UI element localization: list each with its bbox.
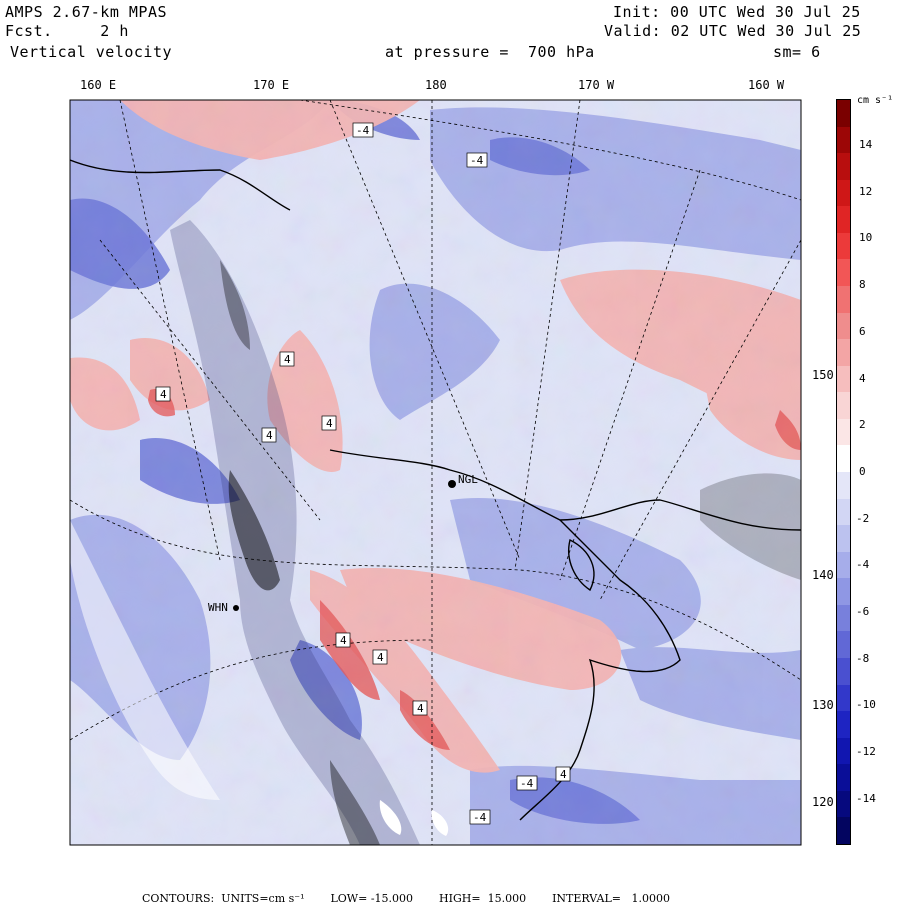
colorbar-segment [837,684,850,712]
footer-contours: CONTOURS: UNITS=cm s⁻¹ [142,892,305,905]
coastline [70,159,801,821]
contour-labels: -4 -4 -4 -4 4 4 [155,122,571,825]
colorbar-segment [837,100,850,128]
footer-low: LOW= -15.000 [330,892,414,905]
svg-text:4: 4 [340,634,347,647]
colorbar-segment [837,445,850,473]
colorbar-segment [837,392,850,420]
station-label-ngl: NGL [458,473,478,486]
lon-label-160e: 160 E [80,78,117,92]
footer-interval: INTERVAL= 1.0000 [552,892,670,905]
colorbar-tick-label: 2 [859,418,866,432]
station-ngl: NGL [448,473,478,488]
svg-text:-4: -4 [356,124,370,137]
colorbar-segment [837,525,850,553]
lon-label-180: 180 [425,78,447,92]
contour-label-pos: 4 [279,351,295,367]
contour-label-neg: -4 [352,122,374,138]
colorbar-unit: cm s⁻¹ [857,95,894,106]
colorbar-segment [837,498,850,526]
map-frame [69,99,802,846]
contour-label-pos: 4 [372,649,388,665]
colorbar-segment [837,286,850,314]
forecast-hour: Fcst. 2 h [5,22,129,40]
svg-text:-4: -4 [473,811,487,824]
footer-high: HIGH= 15.000 [439,892,527,905]
contour-label-pos: 4 [261,427,277,443]
contour-label-pos: 4 [321,415,337,431]
contour-label-pos: 4 [155,386,171,402]
colorbar-segment [837,711,850,739]
colorbar-segment [837,232,850,260]
lon-label-170e: 170 E [253,78,290,92]
colorbar-segment [837,153,850,181]
lon-label-160w: 160 W [748,78,785,92]
colorbar-segment [837,631,850,659]
colorbar-segment [837,551,850,579]
colorbar-segment [837,126,850,154]
init-time: Init: 00 UTC Wed 30 Jul 25 [613,3,861,21]
pressure-level: at pressure = 700 hPa [385,43,595,61]
contour-label-neg: -4 [516,775,538,791]
colorbar-segment [837,578,850,606]
svg-text:4: 4 [560,768,567,781]
contour-label-neg: -4 [466,152,488,168]
field-texture [70,100,801,845]
svg-text:4: 4 [417,702,424,715]
field-name: Vertical velocity [10,43,173,61]
contour-label-pos: 4 [412,700,428,716]
svg-text:4: 4 [266,429,273,442]
colorbar-tick-label: -8 [856,651,870,665]
model-title: AMPS 2.67-km MPAS [5,3,168,21]
colorbar-tick-label: -14 [856,791,876,805]
graticule [70,100,801,845]
colorbar-segment [837,790,850,818]
colorbar-tick-label: -6 [856,605,870,618]
colorbar-segment [837,472,850,500]
colorbar-segment [837,817,850,845]
colorbar-segment [837,312,850,340]
contour-label-pos: 4 [335,632,351,648]
contour-label-pos: 4 [555,766,571,782]
mountain-band [170,220,801,845]
svg-text:4: 4 [160,388,167,401]
colorbar-tick-label: 8 [859,278,866,292]
colorbar-tick-label: 0 [859,464,866,478]
svg-text:-4: -4 [470,154,484,167]
svg-text:4: 4 [326,417,333,430]
svg-text:4: 4 [284,353,291,366]
footer-contour-info: CONTOURS: UNITS=cm s⁻¹ LOW= -15.000 HIGH= … [135,879,696,905]
contour-label-neg: -4 [469,809,491,825]
colorbar [836,99,851,845]
svg-text:4: 4 [377,651,384,664]
colorbar-tick-label: 14 [859,138,873,151]
valid-time: Valid: 02 UTC Wed 30 Jul 25 [604,22,862,40]
terrain-mask [70,520,449,836]
colorbar-segment [837,339,850,367]
svg-text:-4: -4 [520,777,534,790]
colorbar-segment [837,658,850,686]
colorbar-segment [837,206,850,234]
colorbar-tick-label: -10 [856,698,876,712]
colorbar-segment [837,179,850,207]
colorbar-segment [837,365,850,393]
smoothing-value: sm= 6 [773,43,821,61]
colorbar-tick-label: -2 [856,511,870,525]
lon-label-170w: 170 W [578,78,615,92]
station-whn: WHN [208,601,239,614]
colorbar-segment [837,418,850,446]
station-label-whn: WHN [208,601,228,614]
colorbar-segment [837,737,850,765]
colorbar-tick-label: 6 [859,324,866,338]
colorbar-tick-label: 12 [859,184,873,198]
colorbar-tick-label: -4 [856,558,870,572]
colorbar-tick-label: 4 [859,371,866,385]
colorbar-tick-label: 10 [859,231,873,245]
colorbar-segment [837,259,850,287]
colorbar-segment [837,764,850,792]
colorbar-tick-label: -12 [856,745,876,759]
colorbar-segment [837,604,850,632]
